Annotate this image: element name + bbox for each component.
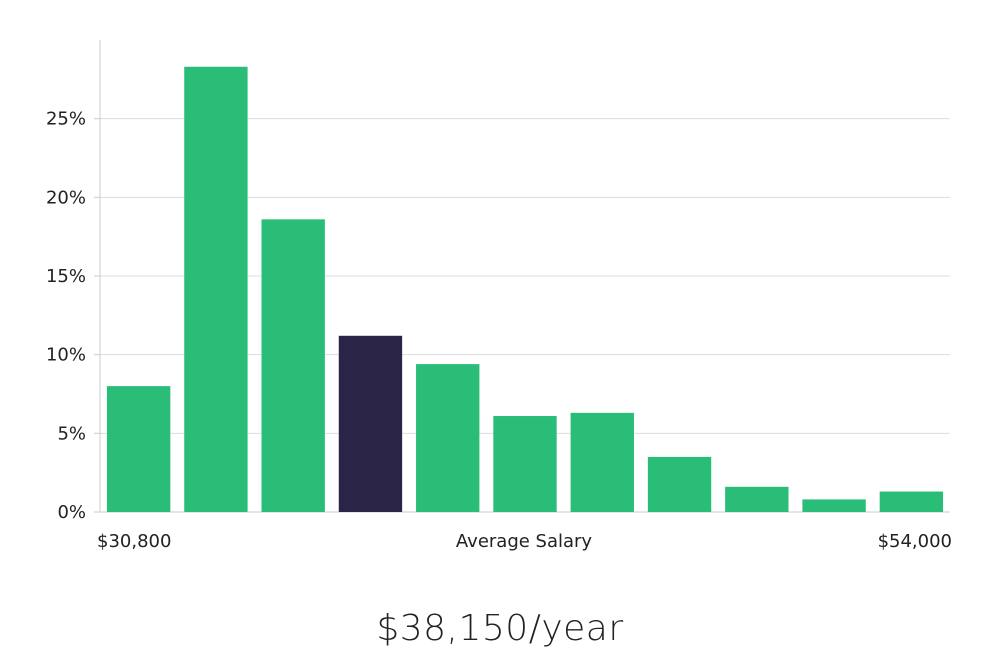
y-tick-label-25: 25% (46, 109, 86, 130)
bar-0 (106, 386, 171, 512)
y-tick-label-0: 0% (57, 502, 86, 523)
bar-average-salary (338, 335, 403, 512)
bar-8 (725, 486, 789, 512)
x-label-min: $30,800 (97, 531, 171, 552)
y-tick-label-10: 10% (46, 345, 86, 366)
x-label-max: $54,000 (878, 531, 952, 552)
average-salary-value: $38,150/year (376, 608, 624, 649)
bar-4 (416, 364, 480, 512)
bar-7 (647, 456, 712, 512)
bars (106, 66, 944, 513)
bar-10 (879, 491, 944, 512)
bar-2 (261, 219, 325, 513)
y-axis: 0% 5% 10% 15% 20% 25% (46, 40, 101, 523)
y-tick-label-20: 20% (46, 187, 86, 208)
bar-5 (493, 416, 557, 512)
bar-1 (184, 66, 248, 512)
x-axis-labels: $30,800 Average Salary $54,000 (97, 531, 952, 552)
y-tick-label-5: 5% (57, 423, 86, 444)
bar-6 (570, 412, 634, 512)
salary-histogram: 0% 5% 10% 15% 20% 25% $30,800 Average Salary … (46, 40, 952, 552)
y-tick-label-15: 15% (46, 266, 86, 287)
bar-9 (802, 499, 866, 512)
x-label-average: Average Salary (456, 531, 593, 552)
